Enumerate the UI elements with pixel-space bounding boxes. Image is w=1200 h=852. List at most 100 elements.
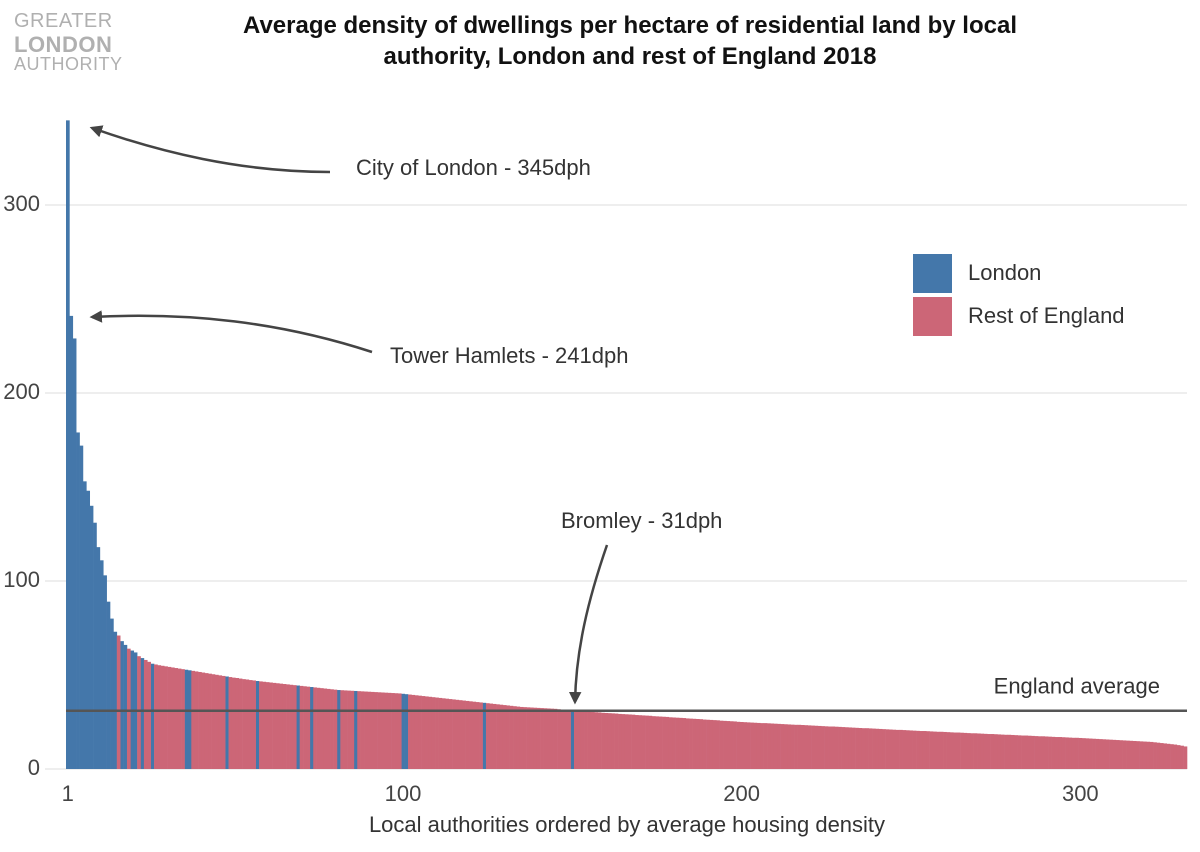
bar [902,730,907,769]
bar [780,724,785,769]
bar [174,668,179,769]
bar [343,690,348,769]
bar [621,714,626,769]
bar [340,690,345,769]
bar [895,729,900,769]
bar [655,716,659,769]
bar [1122,740,1127,769]
bar [513,706,517,769]
bar [1102,739,1107,769]
bar [1061,737,1066,769]
bar [1146,741,1151,769]
bar [807,725,812,769]
bar [1092,738,1096,769]
bar [760,723,764,769]
bars [66,120,1188,769]
bar [66,120,70,769]
annotation: Bromley - 31dph [561,508,722,533]
bar [248,680,253,769]
bar [306,686,311,769]
bar [367,691,372,769]
bar [245,679,250,769]
bar [1126,740,1130,769]
bar [990,734,995,769]
bar [963,732,968,769]
bar [1007,734,1012,769]
bar [1044,736,1049,769]
bar [739,721,744,769]
bar [414,695,419,769]
bar [1173,744,1178,769]
legend-swatch [913,297,952,336]
bar [191,670,195,769]
bar [607,713,612,769]
bar [550,708,554,769]
bar [201,672,206,769]
bar [408,694,412,769]
bar [76,432,80,769]
bar [536,707,541,769]
bar [333,689,338,769]
bar [662,716,666,769]
bar [431,697,436,769]
bar [553,708,558,769]
bar [587,711,592,769]
bar [387,692,392,769]
bar [909,730,913,769]
bar [695,718,700,769]
bar [634,715,639,769]
bar [899,729,903,769]
bar [509,705,514,769]
bar [225,676,229,769]
bar [380,692,385,769]
bar [624,714,629,769]
bar [116,635,121,769]
bar [980,733,985,769]
bar [397,693,402,769]
x-tick-label: 300 [1062,781,1099,806]
bar [949,732,954,769]
bar [828,726,832,769]
annotation: Tower Hamlets - 241dph [390,343,628,368]
bar [391,693,395,769]
bar [265,682,270,769]
x-tick-label: 200 [723,781,760,806]
bar [1068,737,1073,769]
bar [936,731,941,769]
bar [235,678,240,769]
bar [1058,737,1062,769]
bar [272,682,277,769]
bar [323,688,328,769]
annotation-arrow [568,544,609,705]
bar [814,725,819,769]
bar [834,726,839,769]
bar [1088,738,1093,769]
bar [160,665,165,769]
bar [861,728,866,769]
bar [1027,735,1032,769]
bar [255,681,260,769]
bar [533,707,538,769]
bar [1109,739,1113,769]
bar [858,728,863,769]
overlay: England average London Rest of England [66,254,1187,712]
grid: 0 100 200 300 1 100 200 300 [3,191,1187,806]
bar [892,729,897,769]
bar [682,718,687,769]
bar [428,696,433,769]
bar [678,717,683,769]
x-tick-label: 1 [62,781,74,806]
bar [746,722,751,769]
bar [170,667,175,769]
bar [221,675,226,769]
bar [750,722,754,769]
bar [292,685,297,769]
legend-swatch [913,254,952,293]
bar [502,705,507,769]
bar [557,709,561,769]
bar [262,681,267,769]
bar [79,445,84,769]
bar [445,698,449,769]
bar [336,690,341,769]
bar [946,732,951,769]
